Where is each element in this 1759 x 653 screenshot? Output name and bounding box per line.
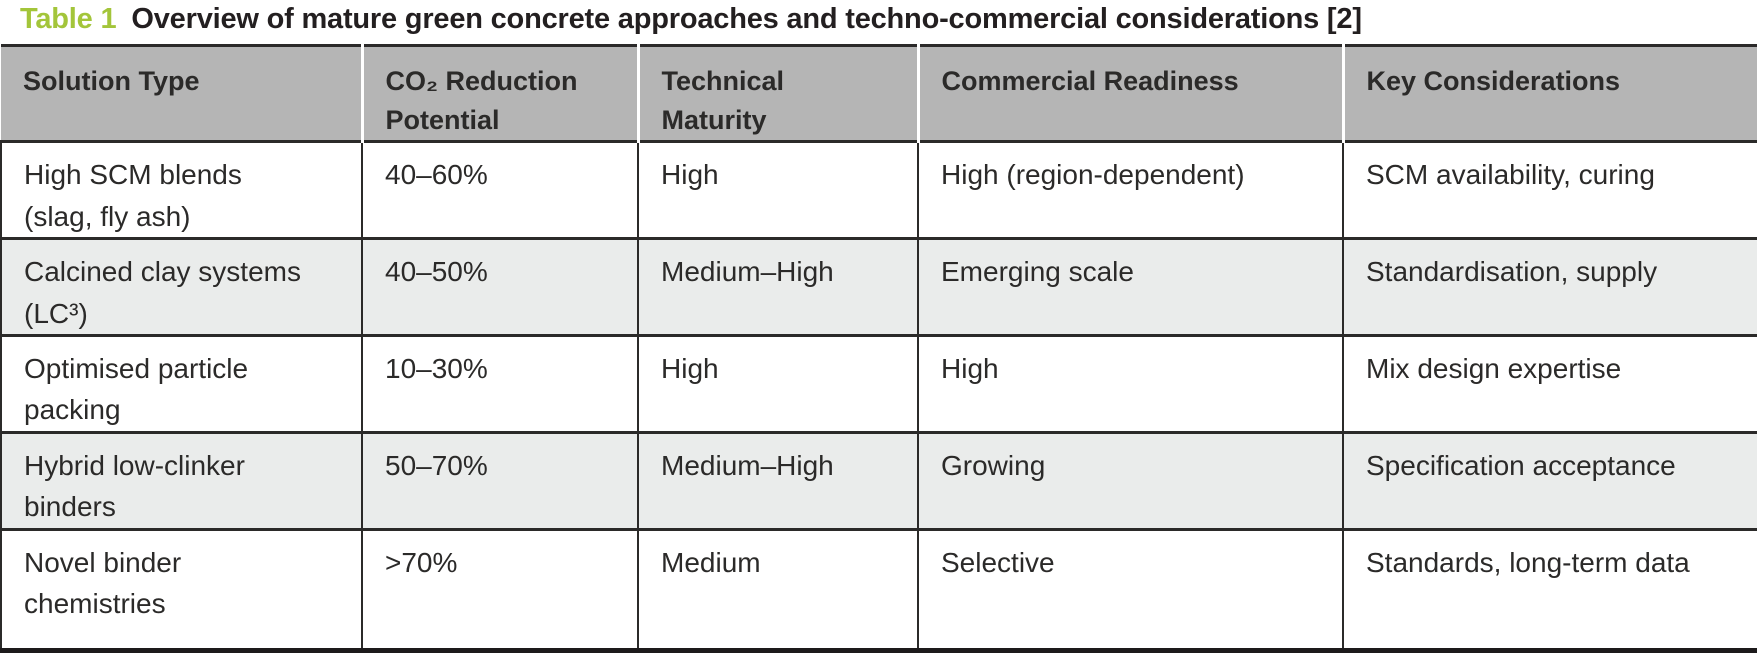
table-cell: High SCM blends (slag, fly ash) (0, 141, 362, 239)
table-cell: High (917, 335, 1343, 433)
table-cell: SCM availability, curing (1342, 141, 1757, 239)
table-cell: Emerging scale (917, 238, 1343, 336)
table-cell: Medium–High (637, 238, 918, 336)
green-concrete-table: Solution Type CO₂ Reduction Potential Te… (0, 44, 1757, 653)
table-cell: Mix design expertise (1342, 335, 1757, 433)
table-cell: 50–70% (361, 432, 638, 530)
table-row-calcined-clay-systems: Calcined clay systems (LC³) 40–50% Mediu… (0, 238, 1757, 336)
table-cell: 40–60% (361, 141, 638, 239)
table-cell: Medium–High (637, 432, 918, 530)
table-cell: Calcined clay systems (LC³) (0, 238, 362, 336)
table-cell: Medium (637, 529, 918, 651)
table-cell: High (637, 335, 918, 433)
table-row-optimised-particle-packing: Optimised particle packing 10–30% High H… (0, 335, 1757, 433)
table-body: High SCM blends (slag, fly ash) 40–60% H… (0, 141, 1757, 651)
table-cell: Hybrid low-clinker binders (0, 432, 362, 530)
table-cell: Standardisation, supply (1342, 238, 1757, 336)
column-header-technical-maturity: Technical Maturity (636, 45, 918, 142)
table-cell: Standards, long-term data (1342, 529, 1757, 651)
table-header: Solution Type CO₂ Reduction Potential Te… (1, 45, 1757, 142)
table-cell: >70% (361, 529, 638, 651)
table-cell: Selective (917, 529, 1343, 651)
table-cell: 40–50% (361, 238, 638, 336)
column-header-commercial-readiness: Commercial Readiness (916, 45, 1343, 142)
table-caption-number: Table 1 (20, 3, 117, 35)
column-header-solution-type: Solution Type (1, 45, 362, 142)
table-cell: 10–30% (361, 335, 638, 433)
table-cell: Specification acceptance (1342, 432, 1757, 530)
table-row-novel-binder-chemistries: Novel binder chemistries >70% Medium Sel… (0, 529, 1757, 651)
column-header-key-considerations: Key Considerations (1341, 45, 1757, 142)
column-header-co2-reduction-potential: CO₂ Reduction Potential (360, 45, 638, 142)
table-caption-text: Overview of mature green concrete approa… (131, 3, 1362, 35)
table-caption: Table 1 Overview of mature green concrete… (0, 0, 1759, 36)
table-cell: Novel binder chemistries (0, 529, 362, 651)
table-cell: High (region-dependent) (917, 141, 1343, 239)
header-row: Solution Type CO₂ Reduction Potential Te… (1, 45, 1757, 142)
table-cell: Optimised particle packing (0, 335, 362, 433)
table-cell: Growing (917, 432, 1343, 530)
table-cell: High (637, 141, 918, 239)
table-row-hybrid-low-clinker-binders: Hybrid low-clinker binders 50–70% Medium… (0, 432, 1757, 530)
table-row-high-scm-blends: High SCM blends (slag, fly ash) 40–60% H… (0, 141, 1757, 239)
